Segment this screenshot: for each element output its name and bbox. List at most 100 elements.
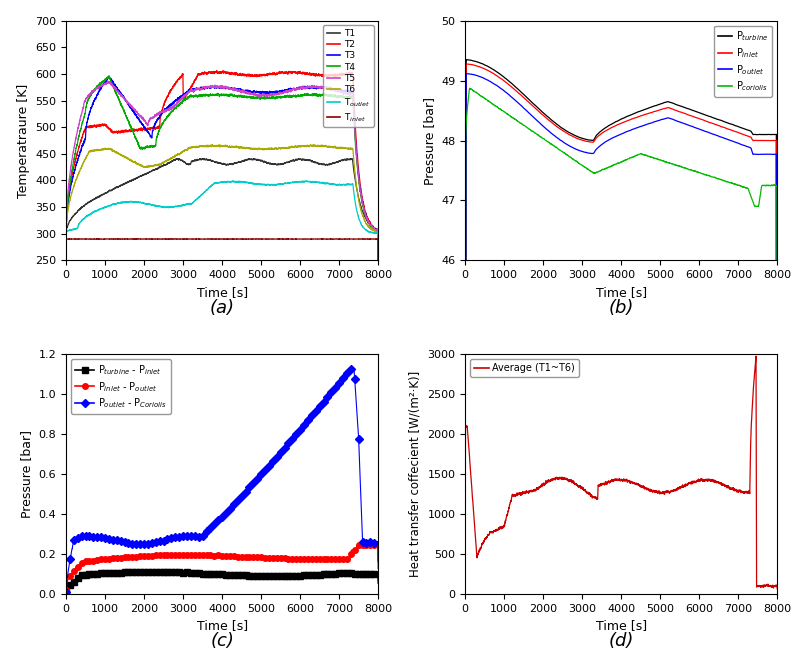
Line: T1: T1: [66, 159, 378, 307]
P$_{turbine}$: [659, 99, 668, 107]
T$_{inlet}$: [259, 235, 269, 243]
Line: Average (T1~T6): Average (T1~T6): [465, 356, 777, 589]
P$_{outlet}$: [645, 119, 654, 127]
T1: [61, 303, 71, 311]
Text: (a): (a): [209, 298, 234, 317]
T$_{outlet}$: [373, 296, 383, 304]
T1: [77, 203, 86, 211]
T1: [259, 157, 269, 165]
Line: P$_{coriolis}$: P$_{coriolis}$: [465, 88, 777, 666]
Average (T1~T6): [574, 483, 583, 491]
T4: [175, 101, 184, 109]
Legend: T1, T2, T3, T4, T5, T6, T$_{outlet}$, T$_{inlet}$: T1, T2, T3, T4, T5, T6, T$_{outlet}$, T$…: [323, 25, 373, 127]
Y-axis label: Heat transfer coffecient [W/(m²·K)]: Heat transfer coffecient [W/(m²·K)]: [409, 371, 422, 577]
T$_{outlet}$: [292, 178, 302, 186]
T2: [292, 69, 302, 77]
T5: [259, 91, 269, 99]
P$_{turbine}$: [645, 104, 654, 112]
P$_{coriolis}$: [476, 92, 486, 100]
T2: [259, 71, 269, 79]
Average (T1~T6): [645, 486, 654, 494]
T4: [309, 91, 319, 99]
T$_{outlet}$: [301, 177, 310, 185]
Average (T1~T6): [751, 352, 761, 360]
T5: [373, 292, 383, 300]
T$_{inlet}$: [317, 234, 326, 242]
T4: [77, 121, 86, 129]
T4: [373, 292, 383, 300]
T3: [309, 84, 319, 92]
P$_{coriolis}$: [659, 157, 668, 165]
T$_{outlet}$: [61, 308, 71, 316]
Average (T1~T6): [476, 543, 486, 551]
Text: (c): (c): [210, 633, 234, 651]
T$_{outlet}$: [259, 180, 269, 188]
Average (T1~T6): [772, 585, 782, 593]
Line: P$_{inlet}$: P$_{inlet}$: [465, 64, 777, 666]
P$_{coriolis}$: [692, 168, 701, 176]
P$_{coriolis}$: [709, 173, 718, 181]
T4: [259, 95, 269, 103]
T4: [292, 91, 302, 99]
T$_{inlet}$: [61, 297, 71, 305]
Average (T1~T6): [692, 477, 701, 485]
T2: [61, 307, 71, 315]
T6: [246, 145, 255, 153]
P$_{turbine}$: [709, 114, 718, 122]
T6: [61, 308, 71, 316]
Line: T3: T3: [66, 77, 378, 311]
T$_{inlet}$: [292, 235, 302, 243]
T6: [77, 163, 86, 170]
Line: T$_{inlet}$: T$_{inlet}$: [66, 238, 378, 301]
T6: [309, 141, 319, 149]
P$_{outlet}$: [692, 124, 701, 132]
Line: P$_{turbine}$: P$_{turbine}$: [465, 60, 777, 666]
P$_{coriolis}$: [574, 159, 583, 167]
T6: [259, 145, 269, 153]
T3: [292, 85, 302, 93]
T5: [175, 97, 184, 105]
P$_{coriolis}$: [465, 84, 474, 92]
T$_{inlet}$: [309, 235, 319, 243]
Y-axis label: Pressure [bar]: Pressure [bar]: [423, 97, 436, 184]
P$_{turbine}$: [692, 108, 701, 116]
T2: [175, 75, 184, 83]
Line: T$_{outlet}$: T$_{outlet}$: [66, 181, 378, 312]
T$_{outlet}$: [309, 178, 319, 186]
T2: [309, 71, 319, 79]
T4: [246, 94, 255, 102]
T3: [104, 73, 114, 81]
T5: [61, 306, 71, 314]
T2: [373, 292, 383, 300]
P$_{outlet}$: [461, 70, 471, 78]
T2: [246, 72, 255, 80]
T$_{inlet}$: [373, 297, 383, 305]
Legend: P$_{turbine}$ - P$_{inlet}$, P$_{inlet}$ - P$_{outlet}$, P$_{outlet}$ - P$_{Cori: P$_{turbine}$ - P$_{inlet}$, P$_{inlet}$…: [71, 359, 171, 414]
Line: T5: T5: [66, 81, 378, 310]
Line: T4: T4: [66, 76, 378, 311]
P$_{inlet}$: [461, 60, 471, 68]
P$_{inlet}$: [659, 105, 668, 113]
T1: [292, 155, 302, 163]
T$_{outlet}$: [175, 202, 184, 210]
P$_{turbine}$: [476, 59, 486, 67]
T6: [292, 143, 302, 151]
T3: [259, 88, 269, 96]
X-axis label: Time [s]: Time [s]: [196, 619, 247, 632]
T$_{inlet}$: [175, 235, 184, 243]
Text: (b): (b): [608, 298, 634, 317]
T2: [212, 67, 221, 75]
Y-axis label: Temperatraure [K]: Temperatraure [K]: [17, 83, 30, 198]
P$_{inlet}$: [709, 120, 718, 128]
T1: [175, 155, 184, 163]
Line: T6: T6: [66, 145, 378, 312]
T3: [61, 307, 71, 315]
X-axis label: Time [s]: Time [s]: [595, 619, 647, 632]
P$_{outlet}$: [476, 73, 486, 81]
T3: [246, 88, 255, 96]
T1: [200, 155, 209, 163]
P$_{inlet}$: [476, 63, 486, 71]
T3: [175, 95, 184, 103]
P$_{inlet}$: [645, 109, 654, 117]
Line: T2: T2: [66, 71, 378, 311]
